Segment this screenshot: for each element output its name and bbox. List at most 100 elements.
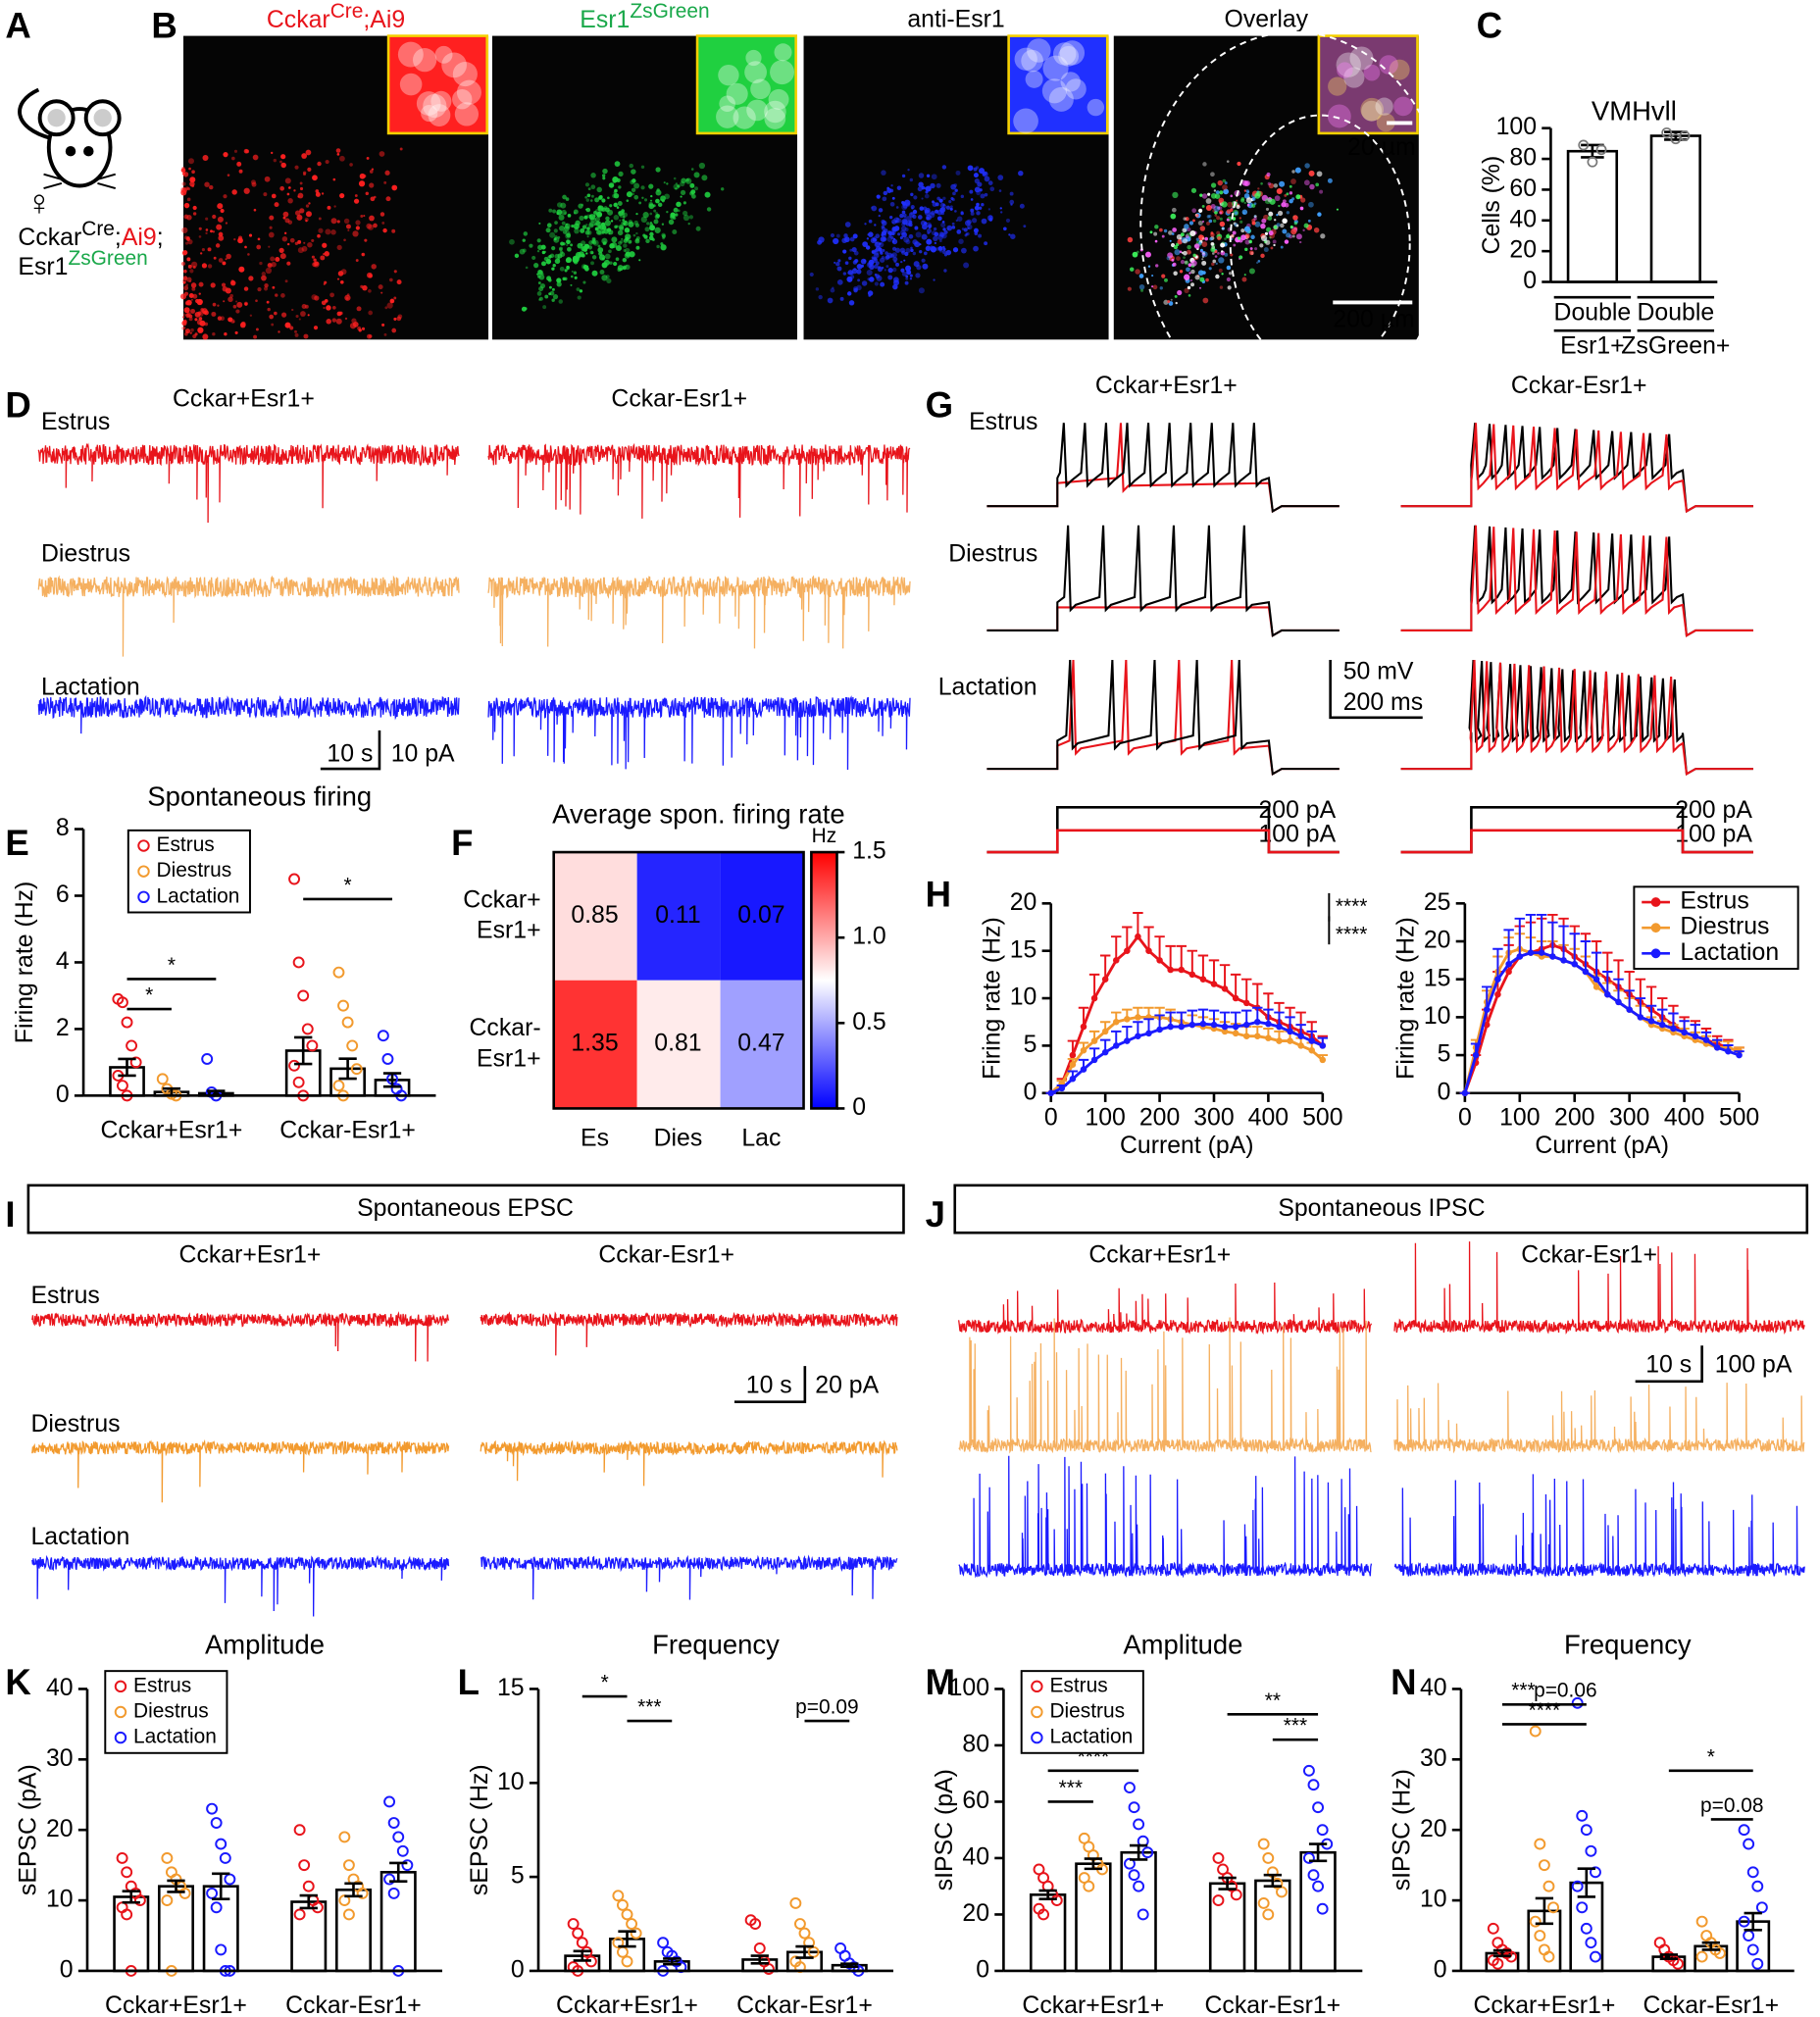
inset-cell <box>397 41 424 68</box>
cell <box>186 215 192 221</box>
cell <box>613 192 620 199</box>
cell <box>1201 237 1205 240</box>
cell <box>836 266 842 272</box>
y-tick-label: 10 <box>1424 1003 1451 1030</box>
cell <box>945 249 952 256</box>
cell <box>362 174 367 178</box>
cell <box>585 207 591 213</box>
cell <box>1219 211 1223 215</box>
legend-label: Lactation <box>1680 939 1779 966</box>
legend-marker <box>137 890 150 904</box>
cell <box>918 173 925 178</box>
heatmap-cell <box>636 980 721 1109</box>
cell <box>891 246 897 251</box>
trace <box>1393 1383 1805 1454</box>
cell <box>585 252 588 255</box>
cell <box>239 322 246 328</box>
cell <box>1320 233 1326 239</box>
cell <box>299 186 304 191</box>
cell <box>975 166 980 170</box>
cell <box>682 201 686 205</box>
cell <box>218 258 224 263</box>
section-title: Spontaneous IPSC <box>1278 1195 1485 1222</box>
cell <box>1227 233 1230 236</box>
cell <box>866 269 873 276</box>
cell <box>905 265 912 272</box>
cell <box>182 276 188 280</box>
cell <box>194 311 201 318</box>
cell <box>551 246 556 251</box>
cell <box>275 293 278 297</box>
cell <box>875 241 881 247</box>
cell <box>581 253 585 258</box>
cell <box>227 174 230 176</box>
error-bar <box>1187 949 1198 975</box>
data-point <box>297 989 310 1002</box>
cell <box>653 219 659 225</box>
cell <box>924 193 930 199</box>
cell <box>1188 263 1192 268</box>
cell <box>287 198 293 204</box>
cell <box>919 243 922 246</box>
cell <box>185 301 189 306</box>
inset-cell <box>733 106 756 129</box>
cell <box>925 245 932 252</box>
data-point <box>1580 1922 1592 1935</box>
cell <box>894 285 897 289</box>
cell <box>1226 160 1230 163</box>
cell <box>1284 193 1288 197</box>
cell <box>183 285 189 291</box>
cell <box>625 236 630 241</box>
cell <box>603 259 610 266</box>
section-box <box>26 1184 905 1235</box>
cell <box>635 235 640 240</box>
y-tick-label: 80 <box>962 1732 989 1758</box>
y-tick-label: 30 <box>46 1745 74 1772</box>
data-point <box>1319 1056 1327 1064</box>
cell <box>635 231 638 235</box>
cell <box>255 328 259 331</box>
cell <box>952 247 959 253</box>
cell <box>1253 215 1256 218</box>
cell <box>189 331 192 334</box>
error-bar <box>212 1872 230 1900</box>
cell <box>974 231 979 235</box>
cell <box>284 279 288 283</box>
cell <box>321 300 327 306</box>
cell-label: 1.35 <box>571 1031 618 1057</box>
error-bar <box>795 1944 814 1959</box>
cell <box>281 235 288 242</box>
cell <box>279 185 284 191</box>
cell <box>1226 209 1232 215</box>
inset-cell <box>719 95 735 113</box>
cell <box>546 223 552 228</box>
cell <box>1169 239 1172 242</box>
significance-label: * <box>168 954 176 977</box>
cell <box>268 231 275 238</box>
cell <box>893 226 900 231</box>
cell <box>1286 232 1291 238</box>
cell <box>865 245 871 250</box>
cell <box>266 300 270 304</box>
cell <box>638 259 641 262</box>
cell <box>343 238 346 242</box>
cell <box>1201 260 1207 266</box>
cell <box>1202 297 1209 304</box>
cell <box>234 330 238 334</box>
error-bar <box>1547 921 1558 957</box>
cell <box>976 211 981 216</box>
legend-marker <box>1031 1705 1043 1719</box>
cell <box>917 186 923 192</box>
data-point <box>1276 1037 1283 1044</box>
legend-label: Estrus <box>133 1674 191 1696</box>
error-bar <box>1744 1911 1762 1932</box>
cell <box>1171 232 1175 235</box>
cell <box>289 237 295 243</box>
error-bar <box>1111 935 1122 961</box>
error-bar <box>1659 1953 1679 1961</box>
cell <box>885 254 890 260</box>
error-bar <box>1577 1867 1595 1898</box>
cell <box>524 307 528 311</box>
error-bar <box>1613 978 1624 1002</box>
cell <box>642 212 649 219</box>
